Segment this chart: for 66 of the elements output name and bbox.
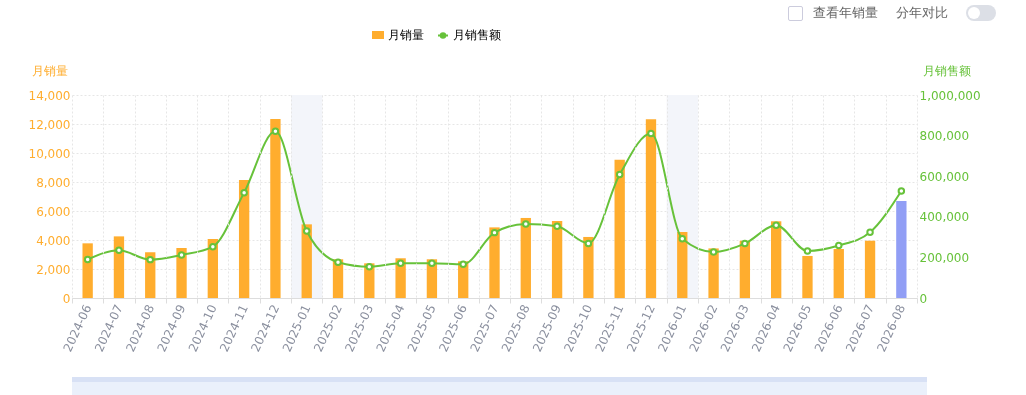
point	[177, 251, 186, 259]
y-axis-title: 月销量	[31, 63, 68, 78]
point	[522, 220, 530, 228]
point	[772, 221, 780, 230]
y-tick-label: 6,000	[36, 204, 71, 219]
legend-label: 月销售额	[453, 28, 501, 43]
point	[647, 129, 655, 138]
bar	[802, 255, 813, 298]
point	[428, 259, 436, 268]
bar	[833, 248, 844, 298]
bar	[551, 221, 563, 298]
point	[553, 222, 561, 231]
bar	[489, 227, 500, 298]
point	[678, 234, 687, 243]
point	[803, 247, 812, 255]
point	[584, 239, 593, 248]
point	[709, 248, 718, 256]
y2-tick-label: 200,000	[919, 250, 970, 265]
bar	[520, 217, 531, 298]
y-tick-label: 2,000	[36, 262, 71, 277]
y2-tick-label: 400,000	[919, 210, 970, 225]
bar	[82, 243, 93, 298]
point	[271, 127, 280, 136]
point	[835, 241, 843, 250]
y-tick-label: 12,000	[28, 117, 71, 132]
bar	[207, 238, 218, 298]
bar	[176, 247, 187, 298]
point	[209, 242, 217, 251]
y2-tick-label: 600,000	[919, 169, 970, 184]
point	[334, 258, 342, 267]
y-tick-label: 14,000	[28, 88, 71, 103]
bar	[708, 248, 719, 298]
bar	[113, 236, 125, 298]
point	[115, 246, 123, 255]
bar	[771, 221, 782, 298]
y-tick-label: 0	[62, 291, 71, 306]
bar	[583, 236, 594, 298]
bar	[270, 119, 281, 298]
point	[741, 239, 749, 248]
y-tick-label: 4,000	[36, 233, 71, 248]
bar	[301, 224, 312, 298]
bar	[896, 201, 907, 298]
point	[240, 188, 248, 197]
bar	[645, 119, 657, 298]
point	[83, 255, 92, 264]
point	[459, 260, 467, 269]
y2-tick-label: 0	[919, 291, 928, 306]
bar	[614, 159, 625, 298]
point	[615, 170, 624, 179]
bar	[864, 240, 876, 298]
point	[365, 263, 374, 271]
point	[490, 228, 499, 237]
y2-tick-label: 800,000	[919, 129, 970, 144]
text: 分年对比	[896, 4, 948, 22]
y2-axis-title: 月销售额	[922, 63, 971, 78]
y2-tick-label: 1,000,000	[919, 88, 981, 103]
legend-label: 月销量	[388, 28, 424, 42]
y-tick-label: 8,000	[36, 175, 71, 190]
y-tick-label: 10,000	[28, 146, 71, 161]
point	[302, 227, 311, 235]
point	[866, 228, 874, 236]
text: 查看年销量	[813, 4, 878, 22]
point	[897, 187, 906, 195]
bar	[677, 232, 688, 298]
bar	[238, 179, 250, 298]
point	[146, 255, 154, 264]
